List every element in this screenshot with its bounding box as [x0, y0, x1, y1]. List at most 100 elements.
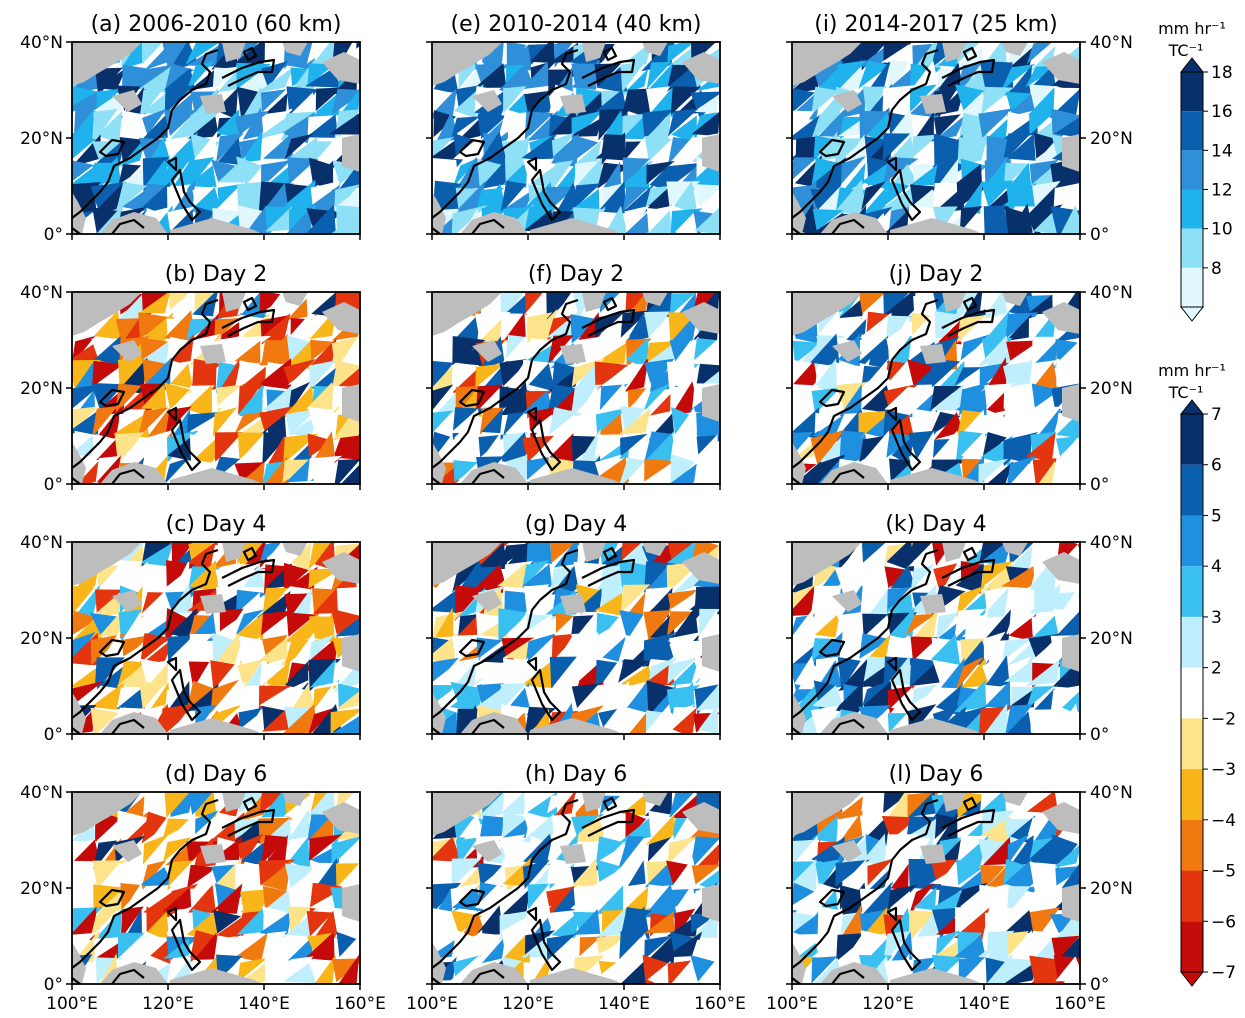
land-mask	[432, 542, 720, 734]
lat-tick-label: 20°N	[20, 629, 63, 649]
lat-tick-label: 0°	[1090, 225, 1109, 245]
lon-tick-label: 140°E	[958, 994, 1010, 1014]
lat-tick-label: 0°	[44, 225, 63, 245]
colorbar-tick-label: −3	[1211, 760, 1236, 780]
panel-title: (e) 2010-2014 (40 km)	[451, 12, 702, 37]
colorbar-tick-label: 18	[1211, 63, 1233, 83]
contour-field	[792, 542, 1080, 734]
colorbar-segment	[1181, 414, 1203, 465]
coastline	[72, 796, 276, 984]
land-mask	[792, 292, 1080, 484]
colorbar-tick-label: 6	[1211, 456, 1222, 476]
colorbar-extend-min	[1179, 971, 1205, 987]
colorbar-segment	[1181, 769, 1203, 820]
lat-tick-label: 0°	[1090, 725, 1109, 745]
lat-tick-label: 20°N	[1090, 379, 1133, 399]
land-mask	[792, 792, 1080, 984]
lon-tick-label: 100°E	[766, 994, 818, 1014]
colorbar-segment	[1181, 150, 1203, 190]
panel-title: (h) Day 6	[525, 762, 628, 787]
colorbar-segment	[1181, 667, 1203, 719]
coastline	[792, 296, 996, 484]
colorbar-segment	[1181, 72, 1203, 112]
colorbar-tick-label: 10	[1211, 220, 1233, 240]
panel-title: (b) Day 2	[165, 262, 268, 287]
map-panel-a: (a) 2006-2010 (60 km) 40°N 20°N 0°	[20, 12, 361, 245]
colorbar-segment	[1181, 870, 1203, 922]
lat-tick-label: 20°N	[20, 379, 63, 399]
map-panel-g: (g) Day 4	[426, 512, 721, 740]
map-panels: (a) 2006-2010 (60 km) 40°N 20°N 0° (e) 2010-…	[20, 12, 1133, 1014]
colorbar-tick-label: 12	[1211, 181, 1233, 201]
coastline	[432, 46, 636, 234]
colorbar-segment	[1181, 515, 1203, 567]
contour-field	[792, 292, 1080, 484]
coastline	[792, 46, 996, 234]
land-mask	[432, 42, 720, 234]
colorbar-extend-max	[1179, 399, 1205, 415]
colorbar-frame	[1180, 413, 1204, 973]
panel-title: (f) Day 2	[528, 262, 624, 287]
lon-tick-label: 160°E	[694, 994, 746, 1014]
panel-title: (j) Day 2	[889, 262, 984, 287]
lon-tick-label: 160°E	[1054, 994, 1106, 1014]
colorbar-tick-label: 4	[1211, 557, 1222, 577]
map-panel-f: (f) Day 2	[426, 262, 721, 490]
colorbar-unit-line2: TC⁻¹	[1168, 383, 1204, 402]
lat-tick-label: 20°N	[1090, 629, 1133, 649]
contour-field	[792, 792, 1080, 984]
colorbar-extend-min	[1179, 306, 1205, 322]
panel-title: (k) Day 4	[885, 512, 986, 537]
colorbar-segment	[1181, 111, 1203, 151]
lon-tick-label: 100°E	[46, 994, 98, 1014]
colorbar-tick-label: 5	[1211, 506, 1222, 526]
map-panel-l: (l) Day 6 100°E 120°E 140°E 160°E 40°N 20°N 0°	[766, 762, 1133, 1014]
coastline	[72, 296, 276, 484]
lat-tick-label: 40°N	[1090, 33, 1133, 53]
panel-title: (d) Day 6	[165, 762, 268, 787]
land-mask	[72, 42, 360, 234]
coastline	[72, 546, 276, 734]
lon-tick-label: 100°E	[406, 994, 458, 1014]
lat-tick-label: 0°	[1090, 475, 1109, 495]
map-panel-b: (b) Day 2 40°N 20°N 0°	[20, 262, 361, 495]
map-panel-k: (k) Day 4 40°N 20°N 0°	[786, 512, 1133, 745]
colorbar-segment	[1181, 228, 1203, 268]
colorbar-segment	[1181, 616, 1203, 668]
lat-tick-label: 40°N	[1090, 783, 1133, 803]
colorbar-tick-label: 3	[1211, 608, 1222, 628]
lat-tick-label: 0°	[44, 475, 63, 495]
panel-title: (a) 2006-2010 (60 km)	[91, 12, 342, 37]
colorbar-segment	[1181, 819, 1203, 871]
lat-tick-label: 40°N	[20, 533, 63, 553]
colorbar-tick-label: 8	[1211, 259, 1222, 279]
colorbar-unit-line1: mm hr⁻¹	[1158, 361, 1226, 380]
panel-title: (c) Day 4	[166, 512, 267, 537]
colorbar-segment	[1181, 464, 1203, 516]
contour-field	[72, 792, 360, 984]
colorbar-tick-label: 7	[1211, 405, 1222, 425]
panel-title: (i) 2014-2017 (25 km)	[814, 12, 1058, 37]
coastline	[72, 46, 276, 234]
colorbar-segment	[1181, 718, 1203, 770]
map-panel-c: (c) Day 4 40°N 20°N 0°	[20, 512, 361, 745]
coastline	[792, 546, 996, 734]
colorbar-tick-label: −4	[1211, 811, 1236, 831]
colorbar-tick-label: 16	[1211, 102, 1233, 122]
land-mask	[792, 542, 1080, 734]
coastline	[432, 296, 636, 484]
map-panel-i: (i) 2014-2017 (25 km) 40°N 20°N 0°	[786, 12, 1133, 245]
map-panel-d: (d) Day 6 100°E 120°E 140°E 160°E 40°N 20°N 0°	[20, 762, 386, 1014]
lat-tick-label: 40°N	[20, 33, 63, 53]
lat-tick-label: 20°N	[1090, 879, 1133, 899]
colorbar-tick-label: −7	[1211, 963, 1236, 983]
lat-tick-label: 0°	[1090, 975, 1109, 995]
lon-tick-label: 120°E	[862, 994, 914, 1014]
lat-tick-label: 0°	[44, 975, 63, 995]
lon-tick-label: 120°E	[502, 994, 554, 1014]
panel-title: (l) Day 6	[889, 762, 984, 787]
lat-tick-label: 40°N	[1090, 283, 1133, 303]
contour-field	[432, 292, 720, 484]
colorbar-unit-line1: mm hr⁻¹	[1158, 19, 1226, 38]
